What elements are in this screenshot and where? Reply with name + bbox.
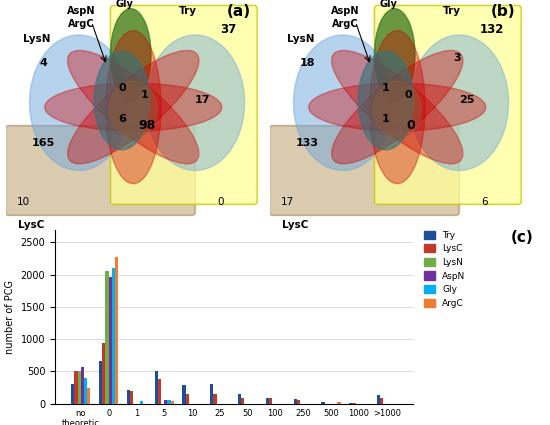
Bar (102, 343, 106, 404)
Text: (b): (b) (490, 4, 515, 20)
Text: LysC: LysC (18, 220, 45, 230)
Bar (78, 371, 81, 404)
Bar (72, 384, 74, 404)
Text: ArgC: ArgC (332, 19, 359, 29)
Bar (266, 398, 269, 404)
Text: AspN: AspN (331, 6, 360, 16)
Bar (213, 394, 217, 404)
Ellipse shape (358, 51, 414, 150)
Text: 98: 98 (139, 119, 156, 132)
Text: (a): (a) (227, 4, 251, 20)
Text: 0: 0 (405, 91, 412, 100)
Text: Gly: Gly (379, 0, 397, 9)
Ellipse shape (294, 35, 392, 170)
Text: LysC: LysC (282, 220, 309, 230)
Text: Try: Try (443, 6, 461, 16)
FancyBboxPatch shape (375, 6, 521, 204)
Ellipse shape (68, 51, 199, 164)
Bar (297, 400, 300, 404)
Ellipse shape (332, 51, 463, 164)
Text: ArgC: ArgC (68, 19, 95, 29)
Text: 165: 165 (32, 139, 55, 148)
Text: 10: 10 (16, 198, 30, 207)
FancyBboxPatch shape (6, 126, 195, 215)
Ellipse shape (373, 81, 421, 138)
Bar (155, 371, 158, 404)
Text: 0: 0 (217, 198, 224, 207)
Ellipse shape (375, 9, 415, 101)
Text: 1: 1 (382, 114, 390, 125)
Bar (84, 378, 87, 404)
Bar (81, 367, 84, 404)
Bar (140, 400, 143, 404)
Bar (210, 384, 213, 404)
Ellipse shape (111, 9, 151, 101)
Text: 133: 133 (296, 139, 319, 148)
Bar (377, 395, 380, 404)
Text: 37: 37 (220, 23, 236, 36)
Bar (186, 394, 189, 404)
Bar (338, 402, 340, 404)
Ellipse shape (309, 83, 486, 131)
Bar (241, 398, 244, 404)
Bar (238, 394, 241, 404)
Ellipse shape (370, 31, 425, 184)
Bar (112, 268, 115, 404)
Bar (170, 400, 174, 404)
Text: LysN: LysN (287, 34, 315, 44)
Bar (109, 277, 112, 404)
Bar (130, 391, 133, 404)
Text: LysN: LysN (23, 34, 51, 44)
Legend: Try, LysC, LysN, AspN, Gly, ArgC: Try, LysC, LysN, AspN, Gly, ArgC (424, 230, 465, 308)
Text: 25: 25 (459, 95, 475, 105)
Text: Try: Try (179, 6, 197, 16)
Text: 1: 1 (382, 83, 390, 93)
Bar (87, 388, 90, 404)
Text: 0: 0 (118, 83, 126, 93)
Ellipse shape (94, 51, 150, 150)
Text: 3: 3 (453, 53, 460, 63)
Text: 4: 4 (40, 57, 47, 68)
FancyBboxPatch shape (270, 126, 459, 215)
Bar (269, 398, 272, 404)
Bar (167, 400, 170, 404)
Bar (294, 399, 297, 404)
Text: 0: 0 (407, 119, 416, 132)
Ellipse shape (332, 51, 463, 164)
Ellipse shape (109, 81, 157, 138)
Text: 18: 18 (300, 57, 315, 68)
Ellipse shape (45, 83, 222, 131)
Text: 6: 6 (481, 198, 488, 207)
Bar (380, 398, 383, 404)
Text: 132: 132 (480, 23, 504, 36)
Text: Gly: Gly (116, 0, 133, 9)
Text: 17: 17 (280, 198, 294, 207)
Bar (353, 403, 356, 404)
Bar (106, 272, 109, 404)
Ellipse shape (106, 31, 161, 184)
FancyBboxPatch shape (111, 6, 257, 204)
Ellipse shape (146, 35, 245, 170)
Bar (349, 402, 353, 404)
Text: AspN: AspN (67, 6, 96, 16)
Bar (164, 400, 167, 404)
Bar (115, 257, 118, 404)
Bar (321, 402, 324, 404)
Bar (127, 390, 130, 404)
Y-axis label: number of PCG: number of PCG (5, 280, 15, 354)
Ellipse shape (68, 51, 199, 164)
Text: (c): (c) (511, 230, 534, 244)
Bar (99, 360, 102, 404)
Bar (158, 379, 161, 404)
Text: 6: 6 (118, 114, 126, 125)
Ellipse shape (30, 35, 128, 170)
Bar (183, 385, 186, 404)
Text: 1: 1 (141, 91, 149, 100)
Bar (74, 371, 78, 404)
Text: 17: 17 (195, 95, 211, 105)
Ellipse shape (410, 35, 509, 170)
